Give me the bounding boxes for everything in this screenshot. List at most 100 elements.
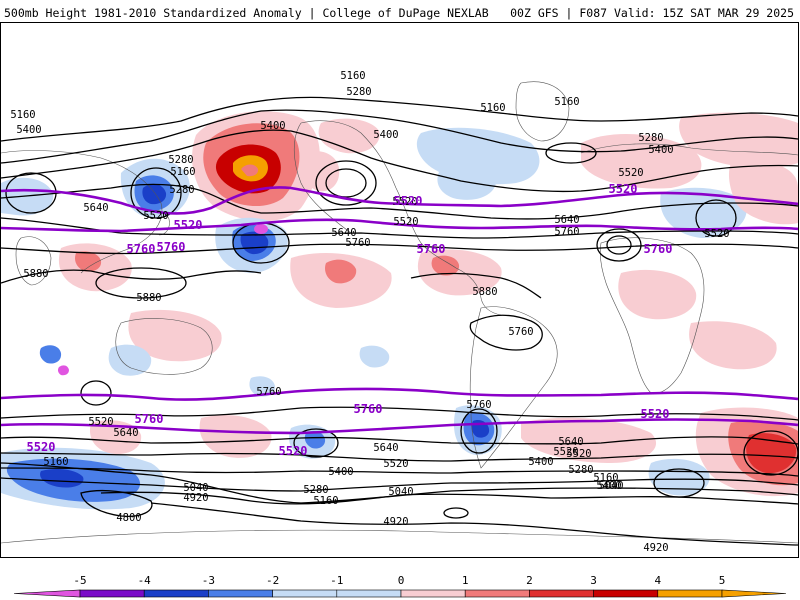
standardized-anomaly-shading xyxy=(1,111,798,510)
colorbar-segments xyxy=(13,589,787,598)
contour-5040-south xyxy=(100,491,798,505)
contour-label: 5160 xyxy=(170,166,195,178)
contour-label: 5400 xyxy=(373,129,398,141)
purple-5520-north xyxy=(1,186,798,215)
colorbar-tick-label: 1 xyxy=(462,574,469,587)
contour-label: 5040 xyxy=(183,482,208,494)
contour-label: 5520 xyxy=(609,182,638,196)
contour-label: 5760 xyxy=(256,386,281,398)
contour-label: 5520 xyxy=(174,218,203,232)
negative-anomaly-indian xyxy=(39,345,62,364)
colorbar-tick-label: 0 xyxy=(398,574,405,587)
coast-australia xyxy=(115,318,213,375)
colorbar-tick-label: -4 xyxy=(138,574,152,587)
coastlines xyxy=(1,81,798,544)
anomaly-colorbar: -5 -4 -3 -2 -1 0 1 2 3 4 5 xyxy=(13,574,787,598)
colorbar-segment xyxy=(79,589,145,598)
contour-label: 5160 xyxy=(313,495,338,507)
colorbar-tick-label: -5 xyxy=(73,574,86,587)
contour-label: 5760 xyxy=(354,402,383,416)
contour-label: 5760 xyxy=(345,237,370,249)
negative-anomaly-south-indian-east xyxy=(648,458,710,496)
positive-anomaly-east-europe xyxy=(728,161,798,225)
closed-low-atlantic xyxy=(596,228,642,262)
coast-antarctica xyxy=(1,529,798,544)
closed-low-north xyxy=(545,142,597,164)
contour-label: 5640 xyxy=(554,214,579,226)
positive-anomaly-south-pacific-mid xyxy=(199,414,272,458)
contour-label: 5520 xyxy=(88,416,113,428)
coast-africa xyxy=(599,237,705,394)
closed-low-gulf xyxy=(315,160,377,206)
contour-label: 5160 xyxy=(340,70,365,82)
colorbar-segment xyxy=(336,589,402,598)
colorbar-tick-label: 3 xyxy=(590,574,597,587)
chart-title: 500mb Height 1981-2010 Standardized Anom… xyxy=(4,6,489,20)
colorbar-segment xyxy=(529,589,594,598)
contour-label: 5880 xyxy=(472,286,497,298)
colorbar-tick-labels: -5 -4 -3 -2 -1 0 1 2 3 4 5 xyxy=(73,574,725,587)
purple-5520-south xyxy=(1,418,798,435)
closed-high-south-indian xyxy=(743,430,798,476)
contour-5880-sam xyxy=(469,314,543,351)
contour-label: 5280 xyxy=(346,86,371,98)
closed-low-south-pacific xyxy=(293,428,339,458)
contour-label: 5280 xyxy=(168,154,193,166)
purple-5760-north xyxy=(1,218,798,233)
positive-anomaly-europe xyxy=(581,133,702,189)
contour-label: 5760 xyxy=(466,399,491,411)
contour-label: 5160 xyxy=(554,96,579,108)
closed-small-south xyxy=(443,507,469,519)
contour-5520-north xyxy=(1,183,798,220)
colorbar-tick-label: 5 xyxy=(719,574,726,587)
contour-5400-south xyxy=(1,467,798,477)
contour-label: 5160 xyxy=(593,472,618,484)
map-panel: 5160 5280 5160 5160 5160 5400 5400 5280 5400 5520… xyxy=(0,22,799,558)
contour-label: 5880 xyxy=(23,268,48,280)
contour-4800-south xyxy=(80,489,153,517)
contour-5640-north xyxy=(1,217,798,239)
contour-label: 5640 xyxy=(373,442,398,454)
positive-anomaly-tropical-pacific-2 xyxy=(325,259,357,284)
negative-anomaly-south-small-2 xyxy=(359,345,390,368)
contour-label: 5520 xyxy=(618,167,643,179)
colorbar-tick-label: 2 xyxy=(526,574,533,587)
contour-label: 5640 xyxy=(558,436,583,448)
colorbar-segment xyxy=(464,589,530,598)
negative-anomaly-south-small xyxy=(249,376,276,397)
contour-label: 5520 xyxy=(392,196,417,208)
colorbar-tick-label: -1 xyxy=(330,574,343,587)
contour-5160-south xyxy=(1,462,798,504)
contour-label: 5760 xyxy=(417,242,446,256)
contour-5880-north xyxy=(1,269,262,284)
contour-5640-south xyxy=(1,436,798,445)
closed-indian-small xyxy=(80,380,112,406)
closed-low-west-asia xyxy=(5,172,57,214)
model-run-label: 00Z GFS | F087 Valid: 15Z SAT MAR 29 202… xyxy=(510,6,794,20)
contour-label: 5760 xyxy=(135,412,164,426)
negative-anomaly-small-core xyxy=(57,365,69,376)
contour-label: 5400 xyxy=(328,466,353,478)
purple-5760-south xyxy=(1,387,798,401)
contour-label: 5520 xyxy=(393,216,418,228)
contour-label: 5520 xyxy=(143,210,168,222)
contour-labels-purple: 5520 5520 5520 5760 5760 5760 5760 5760 5760 5520… xyxy=(27,182,673,458)
contour-label: 5520 xyxy=(704,228,729,240)
contour-label: 5520 xyxy=(383,458,408,470)
colorbar-max-extend xyxy=(721,589,787,598)
contour-5280-north xyxy=(1,109,798,164)
contour-5520-south xyxy=(1,452,798,462)
negative-anomaly-core xyxy=(254,224,268,234)
contour-4920-south xyxy=(150,502,798,546)
contour-label: 5520 xyxy=(27,440,56,454)
contour-5400-north xyxy=(1,129,798,193)
negative-anomaly-south-pacific-core xyxy=(304,431,326,449)
contour-label: 5400 xyxy=(528,456,553,468)
contour-label: 5640 xyxy=(83,202,108,214)
closed-low-chile xyxy=(460,408,498,454)
positive-anomaly-africa xyxy=(618,269,697,320)
contour-label: 5760 xyxy=(127,242,156,256)
contour-label: 5160 xyxy=(480,102,505,114)
